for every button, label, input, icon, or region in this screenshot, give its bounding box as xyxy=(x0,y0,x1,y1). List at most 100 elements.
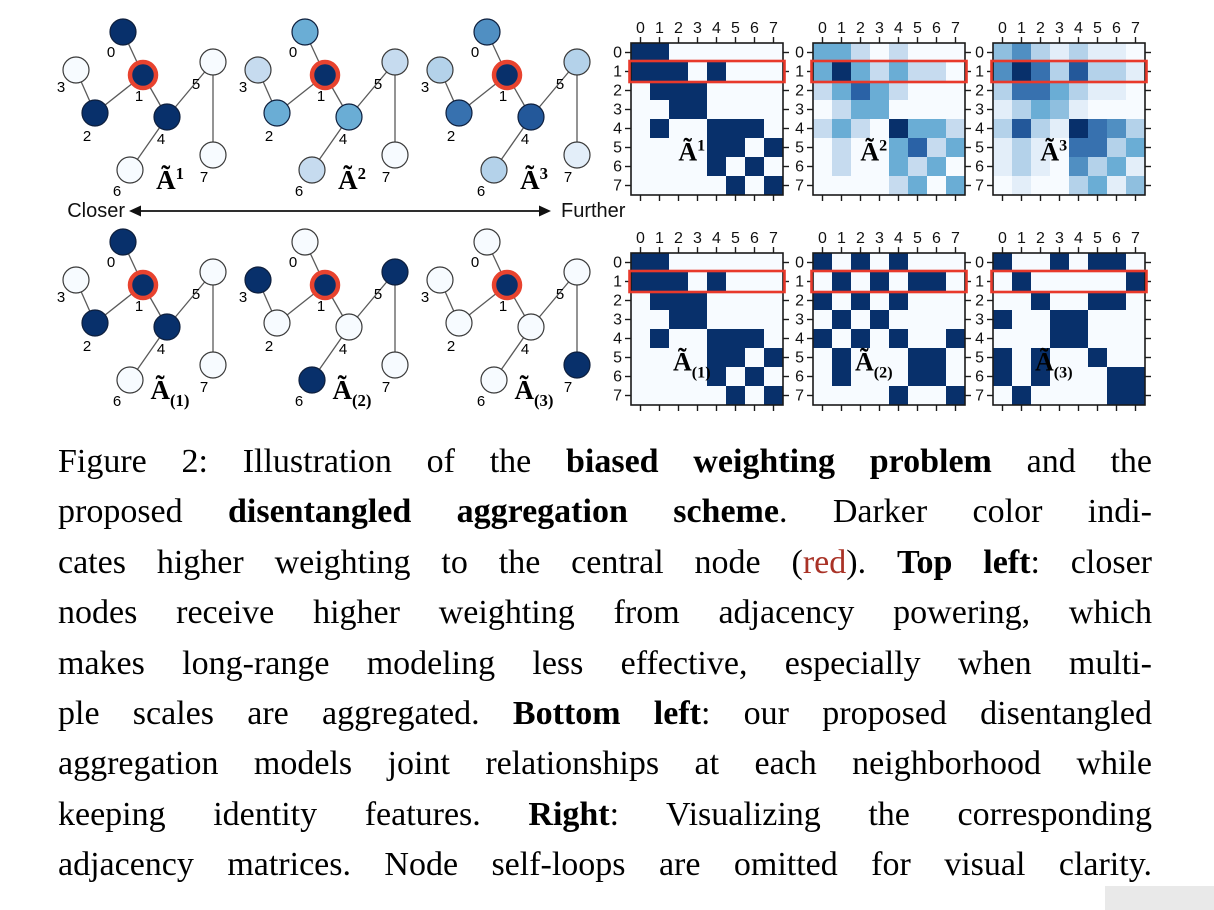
graph-node xyxy=(109,18,137,46)
matrix-cell xyxy=(650,386,669,405)
graph-node xyxy=(426,56,454,84)
graph-panel: 0 1 2 3 4 5 6 7 Ã2 xyxy=(182,0,427,208)
matrix-cell xyxy=(1107,367,1126,386)
matrix-cell xyxy=(870,253,889,272)
matrix-cell xyxy=(889,119,908,138)
graph-node xyxy=(263,99,291,127)
matrix-cell xyxy=(1050,81,1069,100)
matrix-cell xyxy=(1050,157,1069,176)
matrix-col-label: 6 xyxy=(750,21,759,37)
matrix-cell xyxy=(1012,348,1031,367)
matrix-col-label: 1 xyxy=(1017,231,1026,247)
matrix-cell xyxy=(832,81,851,100)
matrix-cell xyxy=(688,329,707,348)
matrix-cell xyxy=(764,62,783,81)
matrix-cell xyxy=(726,253,745,272)
matrix-cell xyxy=(1050,348,1069,367)
matrix-cell xyxy=(764,310,783,329)
matrix-cell xyxy=(764,138,783,157)
matrix-cell xyxy=(908,43,927,62)
graph-node xyxy=(199,351,227,379)
matrix-cell xyxy=(1126,348,1145,367)
matrix-cell xyxy=(1069,100,1088,119)
matrix-or-graph-math-label: Ã3 xyxy=(520,164,548,195)
matrix-cell xyxy=(832,138,851,157)
matrix-or-graph-math-label: Ã(3) xyxy=(514,375,553,410)
matrix-row-label: 5 xyxy=(795,140,804,157)
matrix-col-label: 2 xyxy=(674,231,683,247)
graph-node xyxy=(381,258,409,286)
node-id-label: 1 xyxy=(499,298,507,315)
matrix-row-label: 2 xyxy=(613,293,622,310)
caption-line: proposed disentangled aggregation scheme… xyxy=(58,487,1152,537)
matrix-row-label: 3 xyxy=(613,102,622,119)
matrix-cell xyxy=(745,386,764,405)
matrix-cell xyxy=(993,100,1012,119)
matrix-cell xyxy=(927,329,946,348)
matrix-cell xyxy=(764,100,783,119)
matrix-cell xyxy=(726,138,745,157)
matrix-cell xyxy=(688,272,707,291)
matrix-cell xyxy=(851,138,870,157)
matrix-cell xyxy=(1126,291,1145,310)
node-id-label: 6 xyxy=(295,183,303,200)
matrix-row-label: 3 xyxy=(975,102,984,119)
matrix-cell xyxy=(669,291,688,310)
matrix-cell xyxy=(707,329,726,348)
matrix-cell xyxy=(813,81,832,100)
matrix-cell xyxy=(889,310,908,329)
caption-text: keeping identity features. xyxy=(58,795,529,833)
matrix-row-label: 1 xyxy=(795,274,804,291)
node-id-label: 0 xyxy=(289,254,297,271)
matrix-cell xyxy=(870,348,889,367)
matrix-cell xyxy=(832,348,851,367)
matrix-cell xyxy=(927,81,946,100)
graph-node xyxy=(563,141,591,169)
graph-node xyxy=(517,103,545,131)
matrix-cell xyxy=(688,367,707,386)
matrix-cell xyxy=(889,329,908,348)
matrix-cell xyxy=(870,157,889,176)
matrix-cell xyxy=(927,367,946,386)
matrix-row-label: 0 xyxy=(975,45,984,62)
matrix-col-label: 1 xyxy=(837,21,846,37)
matrix-cell xyxy=(1031,43,1050,62)
highlighted-row-box xyxy=(810,269,968,294)
caption-text: . Darker color indi- xyxy=(778,493,1152,531)
matrix-cell xyxy=(669,310,688,329)
matrix-cell xyxy=(1088,386,1107,405)
matrix-col-label: 7 xyxy=(769,231,778,247)
matrix-cell xyxy=(993,81,1012,100)
matrix-cell xyxy=(832,100,851,119)
central-graph-node xyxy=(309,59,341,91)
node-id-label: 2 xyxy=(83,128,91,145)
matrix-or-graph-math-label: Ã2 xyxy=(338,164,366,195)
matrix-cell xyxy=(813,367,832,386)
matrix-cell xyxy=(669,43,688,62)
matrix-row-label: 5 xyxy=(795,350,804,367)
caption-text: : our proposed disentangled xyxy=(700,695,1153,733)
matrix-axes-box xyxy=(630,42,784,196)
node-id-label: 3 xyxy=(239,289,247,306)
matrix-row-label: 3 xyxy=(795,312,804,329)
matrix-cell xyxy=(745,43,764,62)
matrix-cell xyxy=(745,176,764,195)
matrix-cell xyxy=(688,157,707,176)
matrix-cell xyxy=(707,62,726,81)
matrix-cell xyxy=(1126,138,1145,157)
matrix-axes-box xyxy=(630,252,784,406)
matrix-cell xyxy=(832,386,851,405)
graph-node xyxy=(62,266,90,294)
matrix-row-label: 4 xyxy=(975,331,984,348)
node-id-label: 1 xyxy=(135,88,143,105)
caption-line: keeping identity features. Right: Visual… xyxy=(58,790,1152,840)
matrix-row-label: 1 xyxy=(795,64,804,81)
matrix-cell xyxy=(851,157,870,176)
matrix-row-label: 7 xyxy=(613,388,622,405)
matrix-cell xyxy=(1126,272,1145,291)
matrix-row-label: 4 xyxy=(975,121,984,138)
matrix-cell xyxy=(707,367,726,386)
matrix-cell xyxy=(1069,329,1088,348)
matrix-cell xyxy=(908,119,927,138)
matrix-cell xyxy=(631,367,650,386)
